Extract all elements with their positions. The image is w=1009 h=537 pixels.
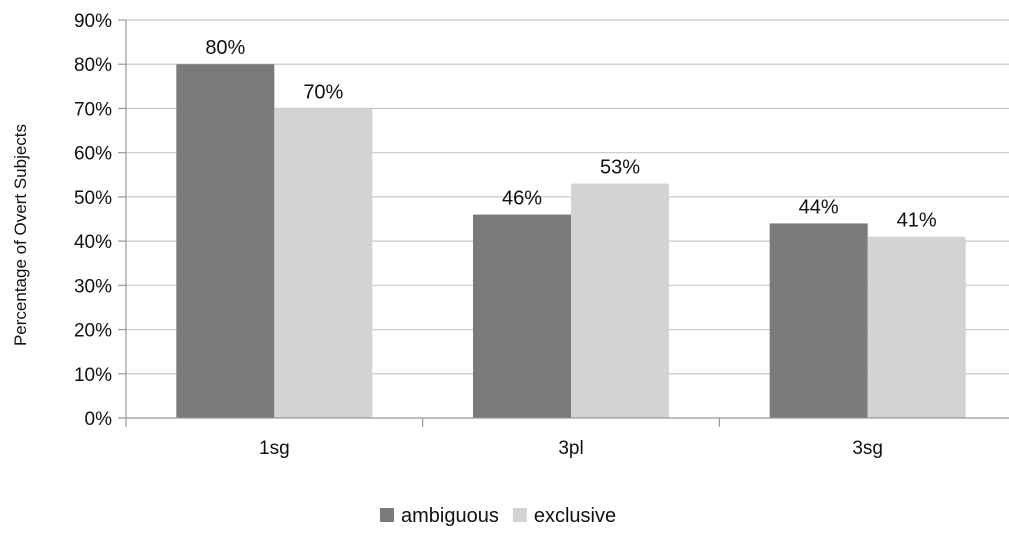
y-axis-label: Percentage of Overt Subjects bbox=[11, 124, 30, 346]
legend: ambiguous exclusive bbox=[380, 505, 616, 527]
y-tick-label: 20% bbox=[74, 321, 112, 342]
bar-ambiguous-3sg bbox=[769, 223, 868, 418]
y-tick-label: 60% bbox=[74, 144, 112, 165]
data-label: 41% bbox=[897, 210, 937, 232]
y-tick-label: 40% bbox=[74, 232, 112, 253]
bar-ambiguous-1sg bbox=[176, 64, 275, 418]
y-tick-label: 80% bbox=[74, 55, 112, 76]
x-axis: 1sg 3pl 3sg bbox=[125, 417, 1009, 459]
data-labels: 80% 70% 46% 53% 44% 41% bbox=[205, 37, 937, 231]
data-label: 44% bbox=[799, 196, 839, 218]
x-tick-label: 3pl bbox=[558, 438, 583, 459]
legend-swatch-ambiguous bbox=[380, 508, 394, 522]
y-tick-label: 70% bbox=[74, 99, 112, 120]
bar-exclusive-3sg bbox=[867, 236, 966, 418]
y-tick-label: 30% bbox=[74, 276, 112, 297]
y-tick-label: 50% bbox=[74, 188, 112, 209]
x-tick-label: 3sg bbox=[852, 438, 883, 459]
data-label: 53% bbox=[600, 157, 640, 179]
bars bbox=[176, 64, 966, 418]
bar-exclusive-3pl bbox=[571, 183, 669, 418]
x-tick-label: 1sg bbox=[259, 438, 290, 459]
y-axis-ticks: 0% 10% 20% 30% 40% 50% 60% 70% 80% 90% bbox=[74, 11, 127, 430]
legend-swatch-exclusive bbox=[512, 508, 527, 522]
legend-label-exclusive: exclusive bbox=[534, 505, 616, 527]
data-label: 70% bbox=[303, 81, 343, 103]
legend-label-ambiguous: ambiguous bbox=[401, 505, 499, 527]
data-label: 80% bbox=[205, 37, 245, 59]
y-tick-label: 90% bbox=[74, 11, 112, 32]
bar-exclusive-1sg bbox=[274, 108, 373, 418]
y-tick-label: 10% bbox=[74, 365, 112, 386]
y-tick-label: 0% bbox=[85, 409, 113, 430]
data-label: 46% bbox=[502, 188, 542, 210]
bar-ambiguous-3pl bbox=[473, 214, 571, 418]
